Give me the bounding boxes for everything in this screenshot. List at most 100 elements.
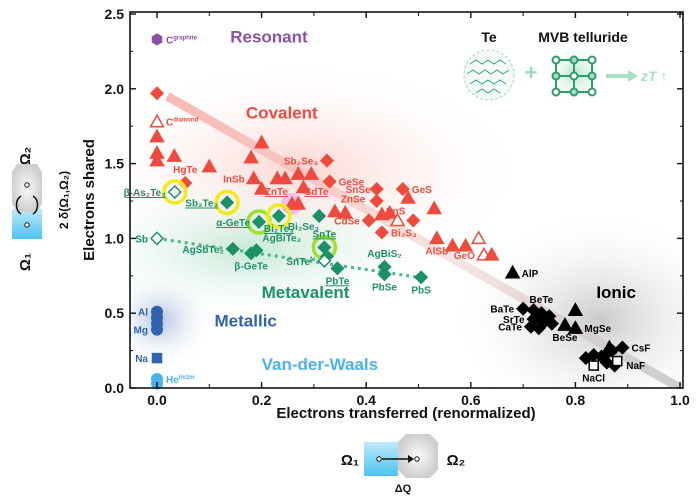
highlight-ring xyxy=(266,203,292,229)
diamond-marker xyxy=(374,225,389,240)
triangle-marker xyxy=(290,166,306,180)
diamond-marker xyxy=(395,181,410,197)
triangle-marker xyxy=(457,237,474,252)
triangle-marker xyxy=(470,230,487,245)
triangle-marker xyxy=(567,320,584,334)
point-label: MgSe xyxy=(584,324,611,335)
y-tick-label: 2.0 xyxy=(105,81,125,97)
region-label-metallic: Metallic xyxy=(215,312,277,331)
triangle-marker xyxy=(166,148,183,162)
triangle-marker xyxy=(149,113,165,128)
point-label: CsF xyxy=(631,344,650,355)
series-van-der-waals xyxy=(151,373,163,390)
shared-electrons-inset: Ω₂ Ω₁ xyxy=(12,147,42,271)
diamond-marker xyxy=(377,267,392,282)
triangle-marker xyxy=(149,152,165,167)
x-tick-label: 0.6 xyxy=(461,392,481,408)
triangle-marker xyxy=(483,246,500,261)
exchange-arrows-icon xyxy=(15,195,22,215)
te-chain-icon xyxy=(463,49,515,101)
series-resonant xyxy=(151,33,163,46)
triangle-marker xyxy=(429,230,445,245)
diamond-marker xyxy=(369,193,384,209)
diamond-marker xyxy=(220,195,235,210)
triangle-marker xyxy=(253,134,270,149)
highlight-ring xyxy=(162,179,188,205)
point-label: SnTefe xyxy=(286,257,316,268)
diamond-marker xyxy=(516,301,531,316)
triangle-marker xyxy=(389,212,406,227)
point-label: CaTe xyxy=(498,323,522,334)
y-axis-label: Electrons shared xyxy=(81,139,98,261)
region-label-metavalent: Metavalent xyxy=(262,283,350,302)
point-label: PbSe xyxy=(372,282,397,293)
series-metavalent xyxy=(149,179,429,285)
point-label: GeSe xyxy=(339,178,365,189)
point-label: HgTe xyxy=(173,165,198,176)
y-tick-label: 1.0 xyxy=(105,230,125,246)
zt-increase-label: zT ↑ xyxy=(640,68,667,84)
point-label: CdSe xyxy=(334,216,360,227)
triangle-marker xyxy=(245,170,262,185)
point-label: Bi₂S₃ xyxy=(391,228,417,239)
x-tick-label: 0.2 xyxy=(252,392,272,408)
plot-frame xyxy=(129,11,684,389)
point-label: AlSb xyxy=(425,246,448,257)
region-label-van-der-waals: Van-der-Waals xyxy=(262,355,379,374)
point-label: Cgraphite xyxy=(166,35,198,46)
point-label: Sb xyxy=(135,234,148,245)
diamond-marker xyxy=(414,270,429,285)
x-tick-label: 0.8 xyxy=(566,392,586,408)
diamond-marker xyxy=(361,213,376,228)
point-label: ZnTe xyxy=(265,187,289,198)
diamond-marker xyxy=(149,86,165,101)
y-axis-secondary-label: 2 δ(Ω₁,Ω₂) xyxy=(57,171,71,229)
triangle-marker xyxy=(295,179,312,194)
region-label-covalent: Covalent xyxy=(246,104,318,123)
point-label: BaTe xyxy=(490,305,514,316)
point-label: GeS xyxy=(412,185,432,196)
point-label: Cdiamond xyxy=(166,118,199,129)
y-tick-label: 2.5 xyxy=(105,6,125,22)
point-label: ZnSe xyxy=(341,194,366,205)
point-label: Sb₂Se₃ xyxy=(284,157,318,168)
triangle-marker xyxy=(400,189,416,204)
hexagon-marker xyxy=(151,33,163,46)
diamond-marker xyxy=(544,316,559,331)
square-marker xyxy=(151,352,163,364)
point-label: CdTe xyxy=(304,187,329,198)
arrow-right-icon xyxy=(628,70,638,82)
triangle-marker xyxy=(601,339,618,354)
diamond-marker xyxy=(406,213,421,228)
diamond-marker xyxy=(531,321,546,336)
point-label: NaCl xyxy=(582,374,605,385)
delta-q-label: ΔQ xyxy=(395,483,412,495)
omega2-label: Ω₂ xyxy=(17,147,34,166)
point-label: AgBiTe₂ xyxy=(262,233,301,244)
point-label: InSb xyxy=(223,175,245,186)
diamond-marker xyxy=(167,184,182,200)
diamond-marker xyxy=(317,253,332,268)
triangle-marker xyxy=(149,128,165,143)
triangle-marker xyxy=(290,195,306,210)
diamond-marker xyxy=(225,241,240,256)
triangle-marker xyxy=(201,158,218,173)
point-label-superscript: fe xyxy=(310,257,316,263)
diamond-marker xyxy=(319,153,335,168)
omega1-label-bottom: Ω₁ xyxy=(341,452,359,469)
point-label: SnS xyxy=(386,206,406,217)
arrow-right-icon xyxy=(408,455,414,463)
y-tick-label: 0.0 xyxy=(105,380,125,396)
point-label: PbS xyxy=(411,285,431,296)
point-label: AgSbTe₂ xyxy=(182,245,223,256)
diamond-marker xyxy=(615,340,630,355)
triangle-marker xyxy=(277,170,293,185)
triangle-marker xyxy=(327,203,343,218)
x-tick-label: 1.0 xyxy=(670,392,690,408)
point-label-superscript: graphite xyxy=(173,35,197,41)
triangle-marker xyxy=(243,149,259,164)
point-label-superscript: Im3m xyxy=(179,375,195,381)
point-label: Mg xyxy=(134,326,148,337)
transferred-electrons-inset: Ω₁ Ω₂ ΔQ xyxy=(341,434,465,495)
te-label: Te xyxy=(481,29,497,45)
